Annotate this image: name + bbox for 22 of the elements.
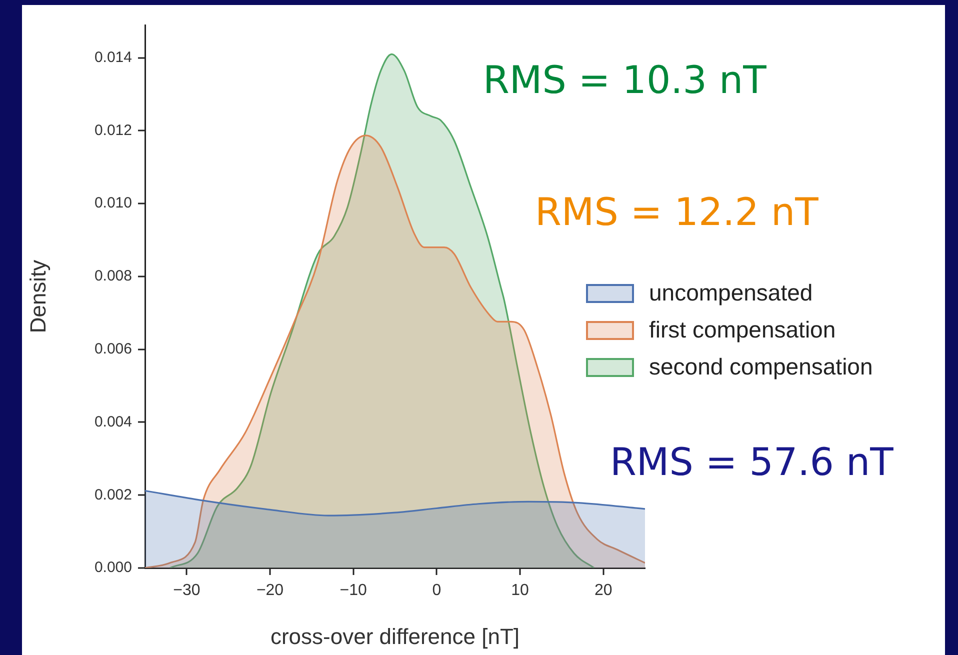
y-tick-label: 0.014 (94, 48, 132, 66)
y-tick-label: 0.008 (94, 268, 132, 285)
y-tick-label: 0.002 (94, 486, 132, 504)
legend-label: uncompensated (649, 279, 813, 306)
annotation: RMS = 57.6 nT (610, 440, 894, 484)
x-tick-label: −10 (340, 582, 368, 600)
x-tick-label: 0 (432, 582, 442, 600)
annotation: RMS = 10.3 nT (483, 58, 768, 102)
legend-label: second compensation (649, 353, 873, 380)
x-tick-label: −20 (256, 582, 284, 600)
y-axis-title: Density (25, 260, 50, 334)
x-tick-label: −30 (173, 582, 200, 600)
x-axis-title: cross-over difference [nT] (270, 624, 520, 649)
x-tick-label: 10 (511, 582, 529, 600)
y-tick-label: 0.004 (94, 413, 132, 430)
legend-label: first compensation (649, 316, 836, 342)
x-tick-label: 20 (594, 582, 612, 600)
annotation: RMS = 12.2 nT (535, 190, 820, 234)
y-tick-label: 0.006 (94, 340, 132, 358)
y-tick-label: 0.012 (94, 122, 132, 139)
y-tick-label: 0.010 (94, 194, 132, 212)
y-tick-label: 0.000 (94, 559, 132, 576)
